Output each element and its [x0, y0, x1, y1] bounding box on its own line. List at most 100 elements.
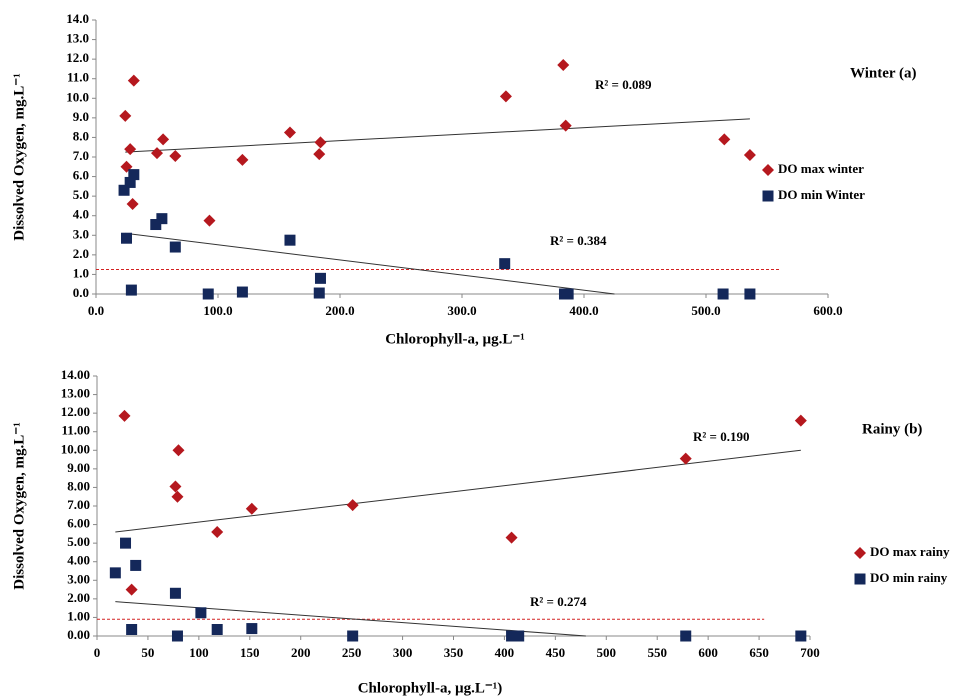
- data-point: [120, 537, 132, 549]
- legend-marker: [854, 573, 866, 585]
- y-tick-label: 1.00: [67, 608, 90, 623]
- y-tick-label: 7.00: [67, 497, 90, 512]
- x-tick-label: 650: [749, 645, 769, 660]
- data-point: [346, 499, 359, 512]
- data-point: [109, 567, 121, 579]
- x-tick-label: 450: [546, 645, 566, 660]
- trendline: [125, 232, 615, 295]
- x-tick-label: 0: [94, 645, 101, 660]
- y-tick-label: 8.0: [73, 128, 89, 143]
- y-tick-label: 0.0: [73, 285, 89, 300]
- r-squared-label: R² = 0.384: [550, 233, 607, 248]
- data-point: [795, 630, 807, 642]
- data-point: [718, 133, 731, 146]
- r-squared-label: R² = 0.190: [693, 429, 749, 444]
- legend-label: DO min Winter: [778, 187, 865, 202]
- legend-label: DO min rainy: [870, 570, 948, 585]
- data-point: [157, 133, 170, 146]
- data-point: [156, 213, 168, 225]
- data-point: [126, 197, 139, 210]
- y-tick-label: 1.0: [73, 265, 89, 280]
- data-point: [499, 258, 511, 270]
- y-tick-label: 4.00: [67, 553, 90, 568]
- y-tick-label: 3.00: [67, 571, 90, 586]
- data-point: [172, 444, 185, 457]
- legend-marker: [762, 190, 774, 202]
- x-tick-label: 400.0: [569, 303, 598, 318]
- data-point: [169, 150, 182, 163]
- x-axis-title: Chlorophyll-a, µg.L⁻¹: [385, 331, 525, 347]
- y-tick-label: 4.0: [73, 207, 89, 222]
- data-point: [236, 286, 248, 298]
- data-point: [347, 630, 359, 642]
- x-axis-title: Chlorophyll-a, µg.L⁻¹): [358, 680, 503, 696]
- data-point: [562, 288, 574, 300]
- y-tick-label: 11.0: [67, 70, 89, 85]
- chart-title: Rainy (b): [862, 421, 922, 437]
- y-axis-title: Dissolved Oxygen, mg.L⁻¹: [11, 422, 27, 589]
- data-point: [314, 136, 327, 149]
- x-tick-label: 0.0: [88, 303, 104, 318]
- legend-label: DO max rainy: [870, 544, 950, 559]
- data-point: [506, 630, 518, 642]
- data-point: [150, 219, 162, 231]
- data-point: [169, 241, 181, 253]
- data-point: [118, 409, 131, 422]
- data-point: [499, 90, 512, 103]
- data-point: [211, 624, 223, 635]
- data-point: [171, 490, 184, 503]
- x-tick-label: 500: [597, 645, 617, 660]
- legend-marker: [762, 164, 774, 176]
- trendline: [115, 449, 801, 533]
- data-point: [169, 480, 182, 493]
- x-tick-label: 600.0: [813, 303, 842, 318]
- data-point: [559, 119, 572, 132]
- x-tick-label: 100.0: [203, 303, 232, 318]
- y-tick-label: 13.0: [66, 31, 89, 46]
- x-tick-label: 700: [800, 645, 820, 660]
- y-tick-label: 10.0: [66, 89, 89, 104]
- x-tick-label: 200.0: [325, 303, 354, 318]
- data-point: [680, 630, 692, 642]
- data-point: [211, 526, 224, 538]
- data-point: [124, 176, 136, 188]
- data-point: [679, 452, 692, 465]
- y-tick-label: 14.00: [61, 367, 90, 382]
- x-tick-label: 250: [342, 645, 362, 660]
- data-point: [169, 587, 181, 599]
- y-tick-label: 2.0: [73, 246, 89, 261]
- y-tick-label: 2.00: [67, 590, 90, 605]
- data-point: [284, 234, 296, 246]
- y-tick-label: 5.00: [67, 534, 90, 549]
- data-point: [195, 607, 207, 619]
- data-point: [119, 109, 132, 122]
- y-tick-label: 7.0: [73, 148, 89, 163]
- y-axis-title: Dissolved Oxygen, mg.L⁻¹: [11, 73, 27, 240]
- data-point: [125, 284, 137, 296]
- y-tick-label: 12.00: [61, 404, 90, 419]
- data-point: [203, 214, 216, 227]
- data-point: [246, 623, 258, 635]
- data-point: [126, 624, 138, 635]
- data-point: [171, 630, 183, 642]
- y-tick-label: 9.0: [73, 109, 89, 124]
- x-tick-label: 500.0: [691, 303, 720, 318]
- y-tick-label: 14.0: [66, 11, 89, 26]
- data-point: [513, 630, 525, 642]
- y-tick-label: 13.00: [61, 386, 90, 401]
- y-tick-label: 10.00: [61, 441, 90, 456]
- x-tick-label: 150: [240, 645, 260, 660]
- data-point: [125, 583, 138, 596]
- data-point: [744, 288, 756, 300]
- y-tick-label: 6.00: [67, 516, 90, 531]
- legend-marker: [854, 547, 866, 559]
- data-point: [130, 559, 142, 571]
- y-tick-label: 9.00: [67, 460, 90, 475]
- y-tick-label: 12.0: [66, 50, 89, 65]
- trendline: [115, 601, 586, 637]
- x-tick-label: 100: [189, 645, 209, 660]
- data-point: [557, 59, 570, 72]
- data-point: [314, 272, 326, 284]
- r-squared-label: R² = 0.089: [595, 77, 652, 92]
